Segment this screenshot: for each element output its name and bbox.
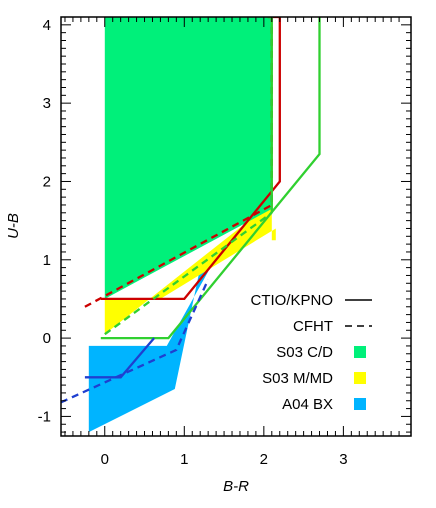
regions-layer [88,17,276,433]
y-axis-title: U-B [5,213,22,239]
y-tick-label: 4 [43,17,51,34]
legend-label: S03 C/D [276,344,333,361]
series-line-2 [100,17,321,340]
x-tick-label: 0 [101,451,109,468]
y-tick-label: 3 [43,95,51,112]
y-tick-label: -1 [38,408,51,425]
legend-swatch [354,372,366,384]
ticks-layer: 0 1 2 3 -1 0 1 2 3 4 [38,17,411,468]
series-line-5 [84,337,155,379]
x-tick-label: 3 [339,451,347,468]
y-tick-label: 2 [43,173,51,190]
legend-swatch [354,346,366,358]
plot-frame [60,16,412,437]
series-line-6 [61,278,210,404]
region-2 [104,17,272,299]
series-line-4 [267,17,273,213]
x-axis-title: B-R [223,478,249,495]
x-tick-label: 1 [180,451,188,468]
lines-layer [61,17,321,404]
x-tick-label: 2 [260,451,268,468]
legend-label: CFHT [293,318,333,335]
legend: CTIO/KPNO CFHT S03 C/D S03 M/MD A04 BX [250,292,372,413]
y-tick-label: 1 [43,252,51,269]
legend-label: A04 BX [282,396,333,413]
legend-label: S03 M/MD [262,370,333,387]
legend-label: CTIO/KPNO [250,292,333,309]
series-line-0 [100,17,281,301]
legend-swatch [354,398,366,410]
series-line-3 [104,211,273,336]
y-tick-label: 0 [43,330,51,347]
